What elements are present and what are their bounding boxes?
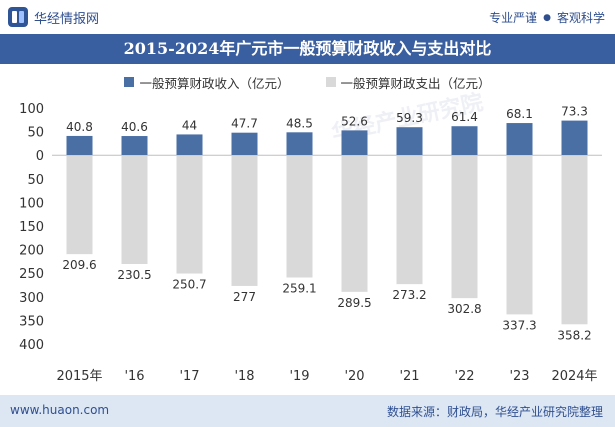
data-label-income: 68.1: [506, 107, 533, 121]
x-tick-label: '22: [454, 369, 474, 384]
x-tick-label: '19: [289, 369, 309, 384]
data-label-expenditure: 277: [233, 290, 256, 304]
data-label-income: 59.3: [396, 111, 423, 125]
bar-income: [231, 132, 258, 156]
data-label-income: 47.7: [231, 117, 258, 131]
tagline: 专业严谨 ● 客观科学: [489, 9, 605, 26]
title-bar: 2015-2024年广元市一般预算财政收入与支出对比: [0, 34, 615, 64]
footer-website: www.huaon.com: [10, 403, 110, 417]
x-tick-label: '16: [124, 369, 144, 384]
y-tick-label: 150: [19, 220, 44, 235]
x-tick-label: '23: [509, 369, 529, 384]
y-tick-label: 100: [19, 102, 44, 117]
legend-item-income: 一般预算财政收入（亿元）: [124, 73, 290, 92]
bar-expenditure: [66, 155, 93, 255]
data-label-income: 61.4: [451, 110, 478, 124]
tagline-dot-icon: ●: [543, 12, 551, 23]
data-label-income: 73.3: [561, 105, 588, 119]
legend-swatch-expenditure: [325, 77, 336, 87]
bar-income: [561, 120, 588, 156]
x-tick-label: '18: [234, 369, 254, 384]
bar-expenditure: [341, 155, 368, 292]
data-label-income: 40.6: [121, 120, 148, 134]
data-label-income: 44: [182, 118, 197, 132]
y-tick-label: 50: [27, 173, 44, 188]
data-label-expenditure: 230.5: [117, 268, 151, 282]
x-tick-label: 2024年: [551, 369, 597, 384]
bar-expenditure: [396, 155, 423, 285]
legend-swatch-income: [124, 77, 135, 87]
y-tick-label: 0: [36, 149, 44, 164]
bar-income: [451, 126, 478, 156]
bar-expenditure: [176, 155, 203, 274]
x-tick-label: '21: [399, 369, 419, 384]
top-bar: 华经情报网 专业严谨 ● 客观科学: [0, 0, 615, 34]
y-tick-label: 50: [27, 126, 44, 141]
bar-income: [341, 130, 368, 156]
data-label-expenditure: 259.1: [282, 281, 316, 295]
brand-name: 华经情报网: [34, 11, 100, 27]
data-label-expenditure: 289.5: [337, 296, 371, 310]
bar-expenditure: [561, 155, 588, 325]
brand-logo-icon: [8, 7, 28, 27]
bar-income: [66, 135, 93, 156]
legend-label-expenditure: 一般预算财政支出（亿元）: [340, 75, 491, 91]
footer-source: 数据来源：财政局，华经产业研究院整理: [386, 405, 603, 419]
x-tick-label: '17: [179, 369, 199, 384]
chart-legend: 一般预算财政收入（亿元） 一般预算财政支出（亿元）: [0, 70, 615, 94]
bar-income: [286, 132, 313, 156]
data-label-expenditure: 250.7: [172, 278, 206, 292]
data-label-income: 48.5: [286, 116, 313, 130]
y-tick-label: 200: [19, 244, 44, 259]
bar-income: [396, 127, 423, 156]
y-tick-label: 400: [19, 338, 44, 353]
bar-expenditure: [286, 155, 313, 278]
data-label-expenditure: 337.3: [502, 318, 536, 332]
legend-item-expenditure: 一般预算财政支出（亿元）: [325, 73, 491, 92]
bar-expenditure: [451, 155, 478, 299]
data-label-income: 40.8: [66, 120, 93, 134]
y-tick-label: 100: [19, 196, 44, 211]
y-tick-label: 250: [19, 267, 44, 282]
data-label-income: 52.6: [341, 114, 368, 128]
legend-label-income: 一般预算财政收入（亿元）: [139, 75, 290, 91]
data-label-expenditure: 273.2: [392, 288, 426, 302]
tagline-right: 客观科学: [556, 11, 605, 25]
chart-title: 2015-2024年广元市一般预算财政收入与支出对比: [123, 39, 492, 58]
data-label-expenditure: 209.6: [62, 258, 96, 272]
data-label-expenditure: 302.8: [447, 302, 481, 316]
bar-income: [506, 123, 533, 156]
footer: www.huaon.com 数据来源：财政局，华经产业研究院整理: [0, 395, 615, 427]
bar-expenditure: [121, 155, 148, 264]
x-tick-label: '20: [344, 369, 364, 384]
bar-income: [121, 136, 148, 156]
brand: 华经情报网: [8, 7, 99, 27]
chart-area: 100 50 0 50 100 150 200 250 300 350 400 40.8 209.6 20…: [19, 102, 602, 384]
data-label-expenditure: 358.2: [557, 328, 591, 342]
bar-expenditure: [231, 155, 258, 286]
bar-income: [176, 134, 203, 156]
tagline-left: 专业严谨: [489, 11, 538, 25]
bar-expenditure: [506, 155, 533, 315]
y-tick-label: 300: [19, 291, 44, 306]
y-tick-label: 350: [19, 314, 44, 329]
x-tick-label: 2015年: [56, 369, 102, 384]
